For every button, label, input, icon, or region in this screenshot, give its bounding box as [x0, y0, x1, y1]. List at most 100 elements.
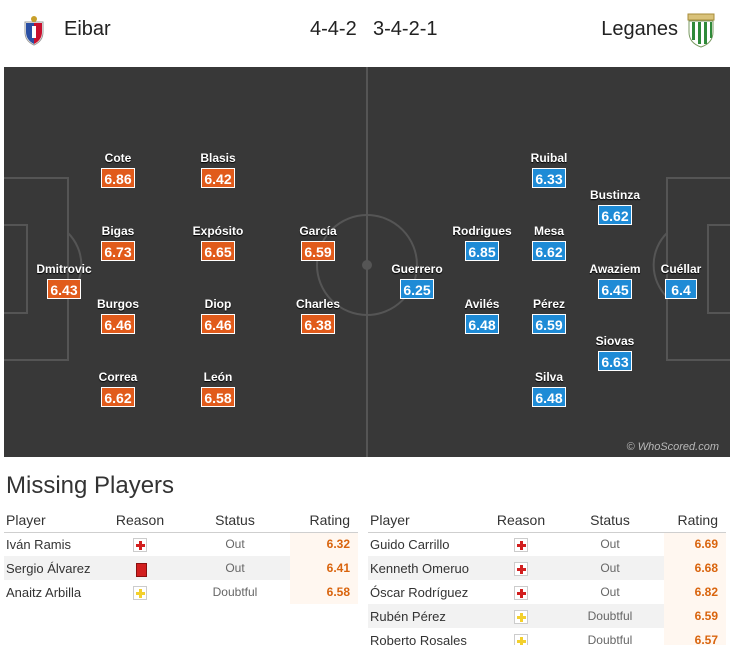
player-name: Burgos — [97, 297, 139, 311]
player-name: Diop — [204, 297, 232, 311]
pitch: Dmitrovic 6.43 Cote 6.86 Bigas 6.73 Burg… — [4, 67, 730, 457]
injury-icon — [514, 538, 528, 553]
player-name: Silva — [534, 370, 564, 384]
player-name: Cuéllar — [660, 262, 702, 276]
player-name: Expósito — [192, 224, 244, 238]
away-player[interactable]: Siovas 6.63 — [567, 334, 663, 372]
player-name: Correa — [98, 370, 138, 384]
away-player[interactable]: Silva 6.48 — [501, 370, 597, 408]
missing-status: Out — [556, 556, 664, 580]
player-name: Ruibal — [530, 151, 568, 165]
player-name: Rodrigues — [452, 224, 512, 238]
missing-rating: 6.57 — [664, 628, 726, 645]
missing-player-name[interactable]: Roberto Rosales — [370, 632, 467, 645]
home-player[interactable]: Blasis 6.42 — [170, 151, 266, 189]
missing-status: Out — [600, 537, 620, 552]
col-status[interactable]: Status — [556, 508, 664, 533]
away-missing-table: Player Reason Status Rating Guido Carril… — [368, 508, 726, 645]
home-player[interactable]: Cote 6.86 — [70, 151, 166, 189]
home-team-name[interactable]: Eibar — [64, 18, 111, 40]
home-player[interactable]: Correa 6.62 — [70, 370, 166, 408]
missing-rating: 6.59 — [664, 604, 726, 628]
missing-player-name[interactable]: Iván Ramis — [6, 536, 72, 552]
player-name: Charles — [295, 297, 341, 311]
col-rating[interactable]: Rating — [664, 508, 726, 533]
missing-player-name[interactable]: Guido Carrillo — [370, 536, 450, 552]
col-reason[interactable]: Reason — [100, 508, 180, 533]
player-rating: 6.42 — [201, 168, 235, 188]
away-player[interactable]: Mesa 6.62 — [501, 224, 597, 262]
player-name: Bustinza — [589, 188, 640, 202]
table-row: Roberto Rosales Doubtful 6.57 — [368, 628, 726, 645]
table-row: Kenneth Omeruo Out 6.68 — [368, 556, 726, 580]
home-player[interactable]: Expósito 6.65 — [170, 224, 266, 262]
away-player[interactable]: Ruibal 6.33 — [501, 151, 597, 189]
home-player[interactable]: García 6.59 — [270, 224, 366, 262]
away-team-name[interactable]: Leganes — [601, 18, 678, 40]
away-player[interactable]: Cuéllar 6.4 — [633, 262, 729, 300]
player-rating: 6.62 — [598, 205, 632, 225]
player-name: Blasis — [200, 151, 236, 165]
home-player[interactable]: Diop 6.46 — [170, 297, 266, 335]
injury-icon — [514, 585, 528, 600]
home-player[interactable]: León 6.58 — [170, 370, 266, 408]
player-name: García — [299, 224, 337, 238]
eibar-crest-icon — [24, 16, 44, 46]
player-name: Awaziem — [589, 262, 641, 276]
injury-icon — [133, 538, 147, 553]
missing-rating: 6.68 — [664, 556, 726, 580]
missing-player-name[interactable]: Kenneth Omeruo — [368, 556, 486, 580]
player-rating: 6.86 — [101, 168, 135, 188]
col-player[interactable]: Player — [4, 508, 100, 533]
home-player[interactable]: Bigas 6.73 — [70, 224, 166, 262]
player-name: Siovas — [595, 334, 635, 348]
home-player[interactable]: Burgos 6.46 — [70, 297, 166, 335]
away-player[interactable]: Bustinza 6.62 — [567, 188, 663, 226]
away-player[interactable]: Awaziem 6.45 — [567, 262, 663, 300]
table-row: Sergio Álvarez Out 6.41 — [4, 556, 358, 580]
player-rating: 6.33 — [532, 168, 566, 188]
missing-rating: 6.69 — [664, 532, 726, 556]
table-header-row: Player Reason Status Rating — [4, 508, 358, 533]
col-rating[interactable]: Rating — [290, 508, 358, 533]
table-row: Iván Ramis Out 6.32 — [4, 532, 358, 556]
col-reason[interactable]: Reason — [486, 508, 556, 533]
match-header: Eibar 4-4-2 3-4-2-1 Leganes — [0, 0, 730, 62]
missing-status: Doubtful — [212, 585, 258, 599]
home-player[interactable]: Dmitrovic 6.43 — [16, 262, 112, 300]
doubtful-icon — [133, 585, 147, 600]
missing-player-name[interactable]: Sergio Álvarez — [4, 556, 100, 580]
col-status[interactable]: Status — [180, 508, 290, 533]
away-player[interactable]: Guerrero 6.25 — [369, 262, 465, 300]
player-rating: 6.43 — [47, 279, 81, 299]
player-name: Guerrero — [391, 262, 443, 276]
player-rating: 6.73 — [101, 241, 135, 261]
away-player[interactable]: Pérez 6.59 — [501, 297, 597, 335]
missing-player-name[interactable]: Rubén Pérez — [368, 604, 486, 628]
away-formation: 3-4-2-1 — [373, 18, 438, 40]
col-player[interactable]: Player — [368, 508, 486, 533]
player-rating: 6.38 — [301, 314, 335, 334]
player-name: Avilés — [464, 297, 500, 311]
away-player[interactable]: Avilés 6.48 — [434, 297, 530, 335]
player-rating: 6.62 — [532, 241, 566, 261]
player-name: Mesa — [533, 224, 565, 238]
home-missing-table: Player Reason Status Rating Iván Ramis O… — [4, 508, 358, 604]
player-rating: 6.59 — [301, 241, 335, 261]
table-header-row: Player Reason Status Rating — [368, 508, 726, 533]
player-name: Pérez — [532, 297, 566, 311]
missing-status: Doubtful — [587, 633, 633, 645]
player-name: Dmitrovic — [36, 262, 92, 276]
injury-icon — [514, 561, 528, 576]
missing-rating: 6.32 — [290, 532, 358, 556]
player-rating: 6.62 — [101, 387, 135, 407]
home-player[interactable]: Charles 6.38 — [270, 297, 366, 335]
missing-rating: 6.41 — [290, 556, 358, 580]
missing-status: Out — [225, 537, 245, 552]
away-player[interactable]: Rodrigues 6.85 — [434, 224, 530, 262]
player-rating: 6.4 — [665, 279, 697, 299]
missing-player-name[interactable]: Óscar Rodríguez — [370, 584, 469, 600]
table-row: Rubén Pérez Doubtful 6.59 — [368, 604, 726, 628]
missing-player-name[interactable]: Anaitz Arbilla — [6, 584, 82, 600]
